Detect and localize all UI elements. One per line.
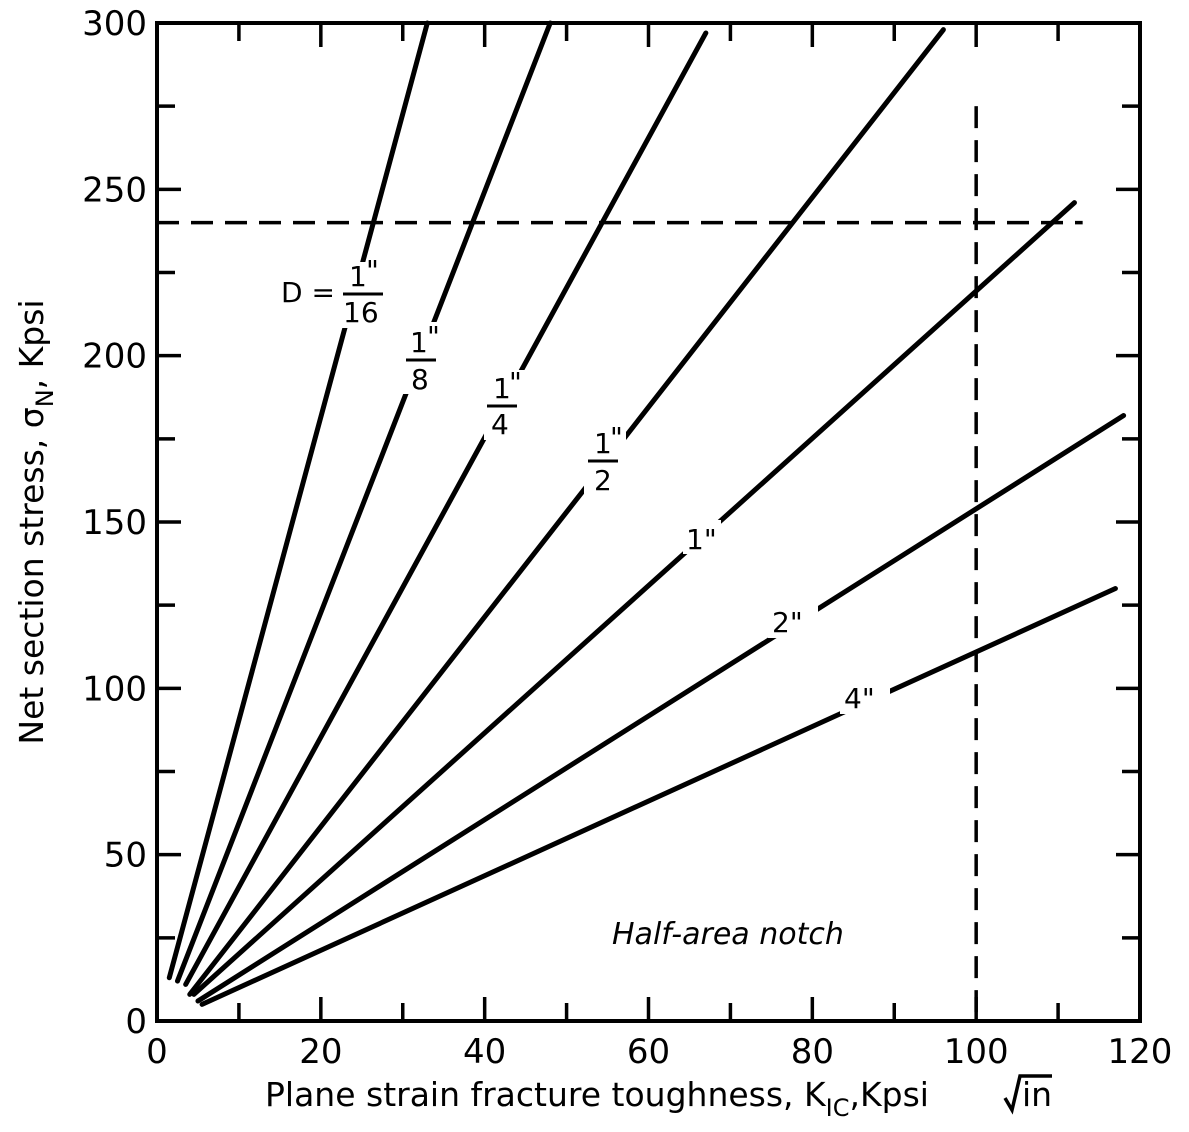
series-line-2	[174, 20, 553, 984]
series-line-5	[191, 200, 1077, 997]
x-tick-labels: 0 20 40 60 80 100 120	[146, 1032, 1172, 1072]
series-line-3	[183, 30, 709, 987]
svg-text:Plane strain fracture toughnes: Plane strain fracture toughness, KIC,Kps…	[265, 1075, 929, 1122]
svg-text:": "	[366, 254, 379, 287]
svg-text:1: 1	[349, 260, 367, 293]
plot-frame	[155, 21, 1142, 1023]
curve-label-1-16: D = 1 16 "	[276, 254, 386, 329]
svg-text:2": 2"	[772, 606, 803, 639]
annotation-half-area-notch: Half-area notch	[612, 917, 844, 952]
x-tick-label: 60	[627, 1032, 670, 1072]
svg-text:8: 8	[411, 363, 429, 396]
x-tick-label: 40	[463, 1032, 506, 1072]
svg-text:2: 2	[594, 464, 612, 497]
y-tick-label: 0	[125, 1002, 147, 1042]
y-tick-label: 300	[82, 4, 147, 44]
y-tick-label: 150	[82, 503, 147, 543]
svg-text:D =: D =	[281, 276, 335, 309]
svg-text:1: 1	[594, 427, 612, 460]
x-tick-label: 20	[299, 1032, 342, 1072]
curve-label-1-2: 1 2 "	[584, 421, 626, 497]
series-line-4	[187, 27, 946, 997]
svg-text:in: in	[1022, 1075, 1052, 1114]
x-tick-label: 80	[791, 1032, 834, 1072]
x-tick-label: 120	[1108, 1032, 1173, 1072]
x-tick-label: 0	[146, 1032, 168, 1072]
svg-text:4: 4	[491, 408, 509, 441]
sqrt-symbol	[1003, 1074, 1052, 1115]
x-tick-label: 100	[944, 1032, 1009, 1072]
series-line-7	[199, 586, 1118, 1007]
y-tick-label: 100	[82, 669, 147, 709]
curve-label-1: 1"	[683, 520, 721, 556]
series-line-6	[195, 413, 1127, 1004]
y-tick-label: 50	[104, 836, 147, 876]
series-lines	[166, 20, 1127, 1007]
svg-text:": "	[509, 366, 522, 399]
svg-text:1": 1"	[686, 523, 717, 556]
curve-label-1-4: 1 4 "	[484, 366, 526, 441]
svg-text:4": 4"	[844, 682, 875, 715]
curve-label-4: 4"	[840, 680, 890, 715]
y-axis-title: Net section stress, σN, Kpsi	[12, 299, 59, 744]
reference-lines	[157, 106, 1083, 1021]
series-line-1	[166, 20, 430, 981]
svg-text:": "	[610, 421, 623, 454]
svg-text:16: 16	[343, 296, 379, 329]
y-tick-label: 200	[82, 337, 147, 377]
svg-text:1: 1	[410, 326, 428, 359]
axis-ticks	[157, 23, 1140, 1021]
curve-label-2: 2"	[768, 604, 818, 639]
curve-label-1-8: 1 8 "	[403, 320, 443, 396]
svg-text:Net section stress, σN, Kpsi: Net section stress, σN, Kpsi	[12, 299, 59, 744]
curve-labels: D = 1 16 " 1 8 " 1 4 " 1 2 "	[276, 254, 890, 715]
y-tick-label: 250	[82, 170, 147, 210]
svg-text:1: 1	[493, 372, 511, 405]
svg-text:": "	[427, 320, 440, 353]
y-tick-labels: 0 50 100 150 200 250 300	[82, 4, 147, 1042]
x-axis-title: Plane strain fracture toughness, KIC,Kps…	[265, 1074, 1052, 1122]
